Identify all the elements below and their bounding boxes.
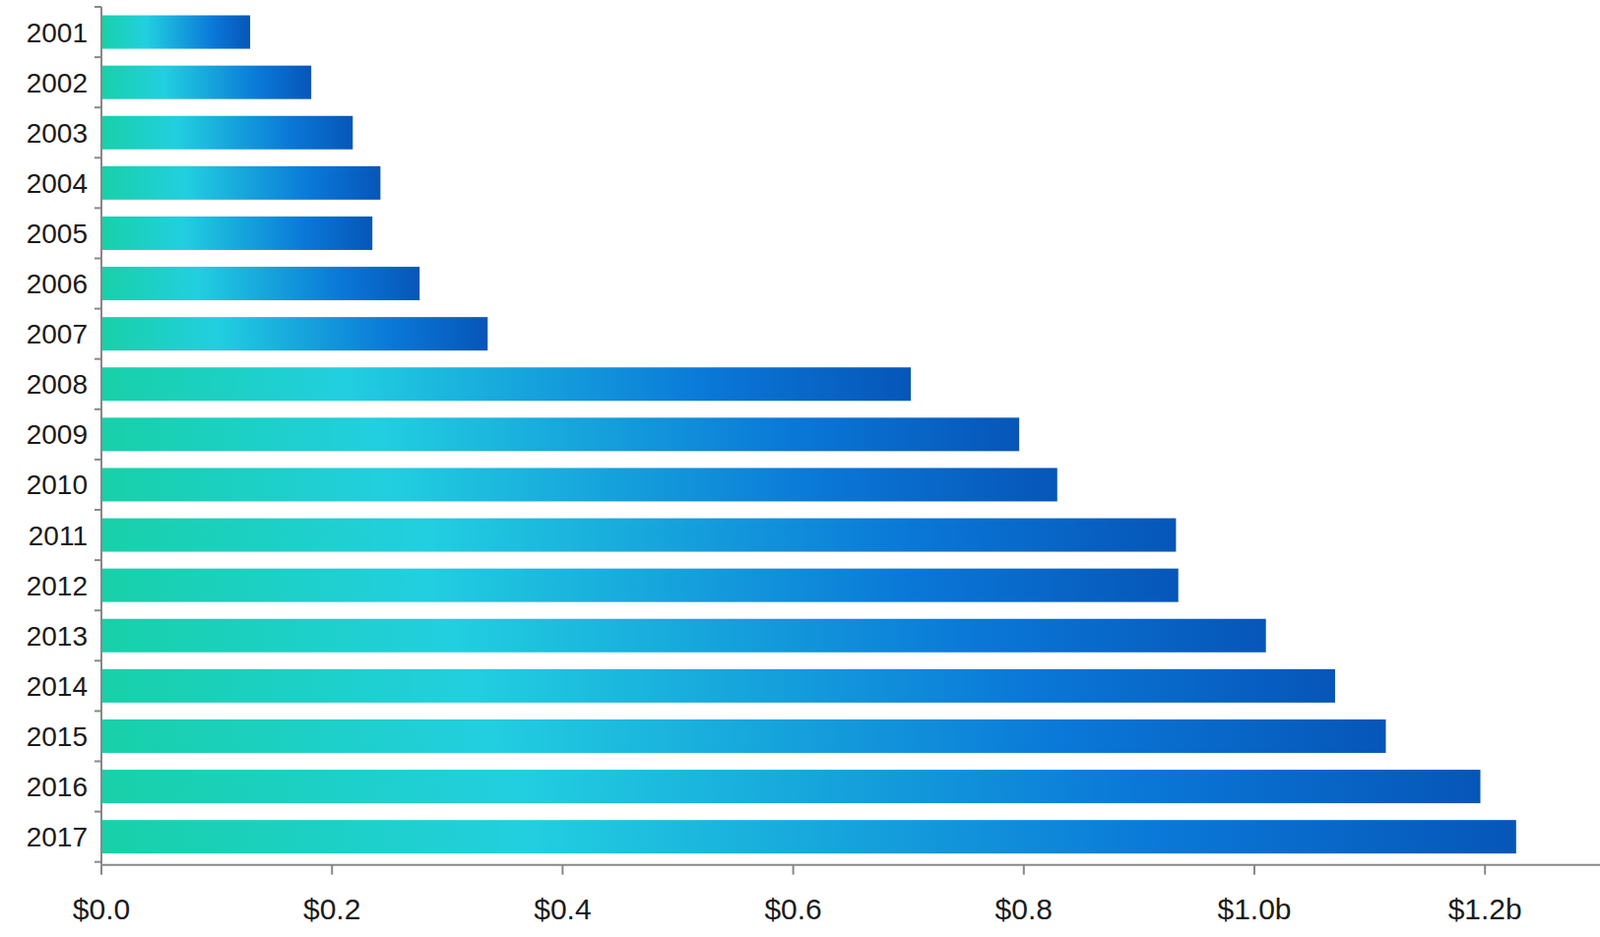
bar <box>101 467 1058 502</box>
x-tick <box>1483 865 1486 876</box>
category-separator <box>94 458 102 461</box>
bar <box>101 719 1386 754</box>
bar <box>101 65 312 100</box>
bar <box>101 820 1517 854</box>
bar <box>101 417 1020 451</box>
category-label: 2006 <box>26 268 88 300</box>
category-separator <box>94 559 102 562</box>
category-separator <box>94 861 102 864</box>
category-separator <box>94 308 102 311</box>
category-separator <box>94 358 102 361</box>
category-separator <box>94 156 102 159</box>
category-label: 2017 <box>26 822 88 853</box>
x-tick <box>561 865 564 876</box>
category-label: 2010 <box>26 469 88 501</box>
category-label: 2004 <box>26 168 88 199</box>
category-label: 2008 <box>26 369 88 400</box>
category-separator <box>94 609 102 612</box>
category-separator <box>94 56 102 59</box>
category-separator <box>94 257 102 260</box>
category-separator <box>94 5 102 8</box>
bar <box>101 769 1481 804</box>
bar <box>101 367 911 401</box>
category-label: 2005 <box>26 218 88 250</box>
category-label: 2014 <box>26 671 88 703</box>
x-tick-label: $1.2b <box>1448 893 1523 926</box>
category-separator <box>94 811 102 814</box>
bar <box>101 518 1176 553</box>
x-tick-label: $0.6 <box>764 893 822 926</box>
x-tick-label: $0.2 <box>303 893 361 926</box>
category-label: 2012 <box>26 571 88 602</box>
bar <box>101 669 1336 704</box>
x-tick <box>100 865 103 876</box>
category-separator <box>94 761 102 764</box>
bars <box>101 15 1517 855</box>
category-separator <box>94 206 102 209</box>
bar <box>101 317 488 351</box>
category-label: 2002 <box>26 67 88 99</box>
x-tick-label: $0.0 <box>72 893 130 926</box>
bar <box>101 216 373 251</box>
bar <box>101 266 420 301</box>
x-tick-label: $0.4 <box>533 893 591 926</box>
category-separator <box>94 408 102 411</box>
category-separator <box>94 509 102 512</box>
x-tick <box>330 865 333 876</box>
bar <box>101 116 353 150</box>
bar <box>101 569 1179 603</box>
bar <box>101 166 381 200</box>
bar <box>101 15 251 50</box>
category-label: 2015 <box>26 721 88 753</box>
category-label: 2001 <box>26 17 88 49</box>
category-label: 2013 <box>26 621 88 652</box>
x-tick <box>1253 865 1256 876</box>
category-label: 2016 <box>26 771 88 803</box>
category-label: 2011 <box>28 520 88 552</box>
x-axis-line <box>101 864 1600 867</box>
category-separator <box>94 659 102 662</box>
category-label: 2003 <box>26 118 88 149</box>
x-tick <box>792 865 795 876</box>
chart-container: 2001 2002 2003 2004 2005 2006 2007 2008 2009 2010… <box>0 0 1600 937</box>
category-separator <box>94 709 102 712</box>
category-separator <box>94 106 102 109</box>
category-label: 2007 <box>26 319 88 350</box>
category-label: 2009 <box>26 419 88 450</box>
y-axis-line <box>100 6 103 866</box>
bar <box>101 619 1267 653</box>
x-tick-label: $1.0b <box>1216 893 1291 926</box>
x-tick-label: $0.8 <box>995 893 1053 926</box>
chart-svg: 2001 2002 2003 2004 2005 2006 2007 2008 2009 2010… <box>0 0 1600 937</box>
x-tick <box>1023 865 1025 876</box>
